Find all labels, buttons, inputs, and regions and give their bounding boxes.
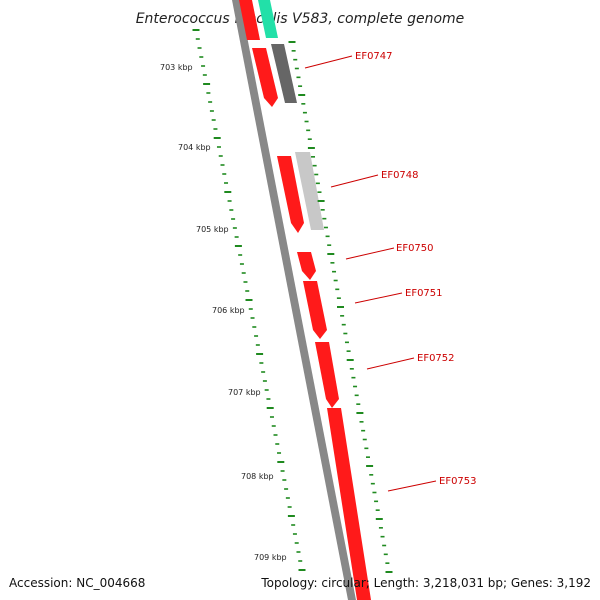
- accession-text: Accession: NC_004668: [9, 576, 145, 590]
- kbp-label: 709 kbp: [254, 553, 287, 562]
- gene-label: EF0753: [439, 476, 477, 487]
- gc-content-block: [295, 152, 324, 230]
- gc-skew-block: [271, 44, 297, 103]
- label-leader: [330, 174, 379, 188]
- gene-label: EF0747: [355, 51, 393, 62]
- gene-label: EF0750: [396, 243, 434, 254]
- gene-EF0748: [277, 156, 304, 233]
- label-leader: [345, 247, 395, 260]
- gene-EF0752: [315, 342, 339, 408]
- genome-backbone: [232, 0, 356, 600]
- gene-label: EF0751: [405, 288, 443, 299]
- kbp-label: 707 kbp: [228, 388, 261, 397]
- gene-feature: [239, 0, 260, 40]
- map-title: Enterococcus faecalis V583, complete gen…: [136, 11, 465, 27]
- kbp-label: 704 kbp: [178, 143, 211, 152]
- rna-feature: [258, 0, 278, 38]
- gene-label: EF0748: [381, 170, 419, 181]
- kbp-label: 703 kbp: [160, 63, 193, 72]
- gene-EF0753: [327, 408, 371, 600]
- gene-EF0751: [303, 281, 327, 339]
- kbp-label: 706 kbp: [212, 306, 245, 315]
- label-leader: [387, 480, 437, 492]
- label-leader: [366, 357, 415, 370]
- kbp-label: 708 kbp: [241, 472, 274, 481]
- tick-marks: [192, 29, 393, 573]
- label-leader: [354, 292, 403, 304]
- gene-label: EF0752: [417, 353, 455, 364]
- summary-text: Topology: circular; Length: 3,218,031 bp…: [260, 576, 591, 590]
- gene-EF0750: [297, 252, 316, 280]
- label-leader: [304, 55, 353, 69]
- gene-EF0747: [252, 48, 278, 107]
- kbp-label: 705 kbp: [196, 225, 229, 234]
